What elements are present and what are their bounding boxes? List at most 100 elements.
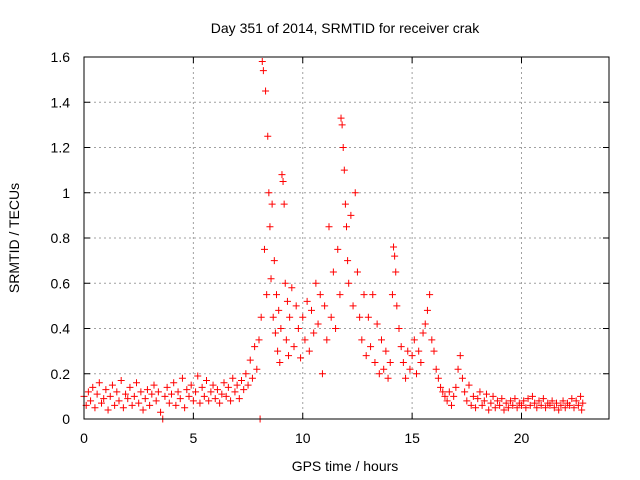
data-point xyxy=(524,395,532,403)
data-point xyxy=(229,374,237,382)
data-point xyxy=(574,401,582,409)
data-point xyxy=(157,408,165,416)
data-point xyxy=(441,392,449,400)
data-point xyxy=(93,390,101,398)
data-point xyxy=(209,381,217,389)
data-point xyxy=(196,399,204,407)
data-point xyxy=(332,325,340,332)
data-point xyxy=(242,370,250,378)
y-tick-label: 0.6 xyxy=(51,275,71,291)
x-tick-label: 0 xyxy=(80,430,88,446)
data-point xyxy=(415,347,423,355)
data-point xyxy=(115,397,123,405)
data-point xyxy=(102,386,110,394)
data-point xyxy=(334,245,342,253)
x-axis-label: GPS time / hours xyxy=(292,458,399,474)
data-point xyxy=(518,401,525,409)
data-point xyxy=(152,397,160,405)
y-tick-label: 0.8 xyxy=(51,230,71,246)
data-point xyxy=(528,392,536,400)
data-point xyxy=(137,388,145,396)
data-point xyxy=(408,352,416,360)
data-point xyxy=(341,200,349,208)
data-point xyxy=(108,381,116,389)
data-point xyxy=(305,347,313,355)
data-point xyxy=(275,306,283,314)
data-point xyxy=(428,336,436,344)
data-point xyxy=(299,313,307,321)
x-tick-label: 15 xyxy=(404,430,420,446)
data-point xyxy=(399,358,407,366)
data-point xyxy=(268,200,276,208)
data-point xyxy=(467,401,475,409)
grid-lines xyxy=(84,57,609,419)
data-point xyxy=(362,352,370,360)
y-tick-label: 1.4 xyxy=(51,94,71,110)
data-point xyxy=(198,383,206,391)
data-point xyxy=(194,372,202,380)
data-point xyxy=(244,381,252,389)
data-point xyxy=(281,279,289,287)
data-point xyxy=(178,374,186,382)
data-point xyxy=(285,352,293,360)
data-point xyxy=(189,397,197,405)
data-point xyxy=(270,257,278,265)
data-point xyxy=(463,397,471,405)
data-point xyxy=(135,399,143,407)
data-point xyxy=(542,404,550,412)
data-point xyxy=(288,284,296,292)
data-point xyxy=(168,390,175,398)
data-point xyxy=(496,401,504,409)
data-point xyxy=(382,347,390,355)
data-point xyxy=(216,399,224,407)
data-point xyxy=(390,243,398,251)
x-tick-label: 20 xyxy=(514,430,530,446)
data-point xyxy=(434,374,442,382)
data-point xyxy=(257,313,265,321)
data-point xyxy=(113,388,121,396)
data-point xyxy=(143,386,151,394)
data-point xyxy=(533,404,541,412)
data-point xyxy=(360,291,368,299)
data-point xyxy=(338,121,346,129)
data-point xyxy=(353,268,361,276)
data-point xyxy=(393,302,401,310)
data-point xyxy=(395,325,403,332)
data-point xyxy=(568,395,576,403)
data-point xyxy=(321,302,329,310)
data-point xyxy=(570,404,578,412)
data-point xyxy=(384,374,392,382)
data-point xyxy=(572,397,580,405)
data-point xyxy=(555,406,563,414)
data-point xyxy=(271,329,279,337)
data-point xyxy=(119,404,127,412)
data-point xyxy=(224,383,232,391)
data-point xyxy=(557,401,565,409)
data-point xyxy=(445,388,453,396)
y-tick-label: 0 xyxy=(62,411,70,427)
data-point xyxy=(161,392,169,400)
data-point xyxy=(130,392,138,400)
data-point xyxy=(526,401,534,409)
data-point xyxy=(316,291,324,299)
data-point xyxy=(421,320,429,328)
data-point xyxy=(259,67,267,75)
data-point xyxy=(329,268,337,276)
data-point xyxy=(344,257,352,265)
data-point xyxy=(126,383,134,391)
data-point xyxy=(200,392,208,400)
data-point xyxy=(133,379,140,387)
data-point xyxy=(231,388,239,396)
chart-title: Day 351 of 2014, SRMTID for receiver cra… xyxy=(211,20,480,36)
data-point xyxy=(203,377,210,385)
data-point xyxy=(84,388,92,396)
data-point xyxy=(139,406,147,414)
data-point xyxy=(522,404,530,412)
data-point xyxy=(579,399,587,407)
data-point xyxy=(535,397,543,405)
data-point xyxy=(163,383,171,391)
y-tick-label: 1 xyxy=(62,185,70,201)
data-point xyxy=(148,390,156,398)
data-point xyxy=(117,377,125,385)
data-point xyxy=(323,336,331,344)
